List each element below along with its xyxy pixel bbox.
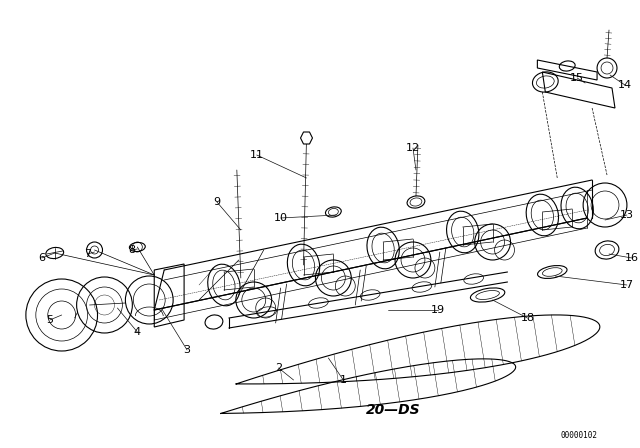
Text: 3: 3 xyxy=(184,345,191,355)
Text: 2: 2 xyxy=(275,363,282,373)
Polygon shape xyxy=(301,132,312,144)
Text: 10: 10 xyxy=(274,213,287,223)
Text: 15: 15 xyxy=(570,73,584,83)
Text: 6: 6 xyxy=(38,253,45,263)
Polygon shape xyxy=(542,72,615,108)
Text: 18: 18 xyxy=(520,313,534,323)
Text: 5: 5 xyxy=(46,315,53,325)
Text: 19: 19 xyxy=(431,305,445,315)
Text: 16: 16 xyxy=(625,253,639,263)
Text: 13: 13 xyxy=(620,210,634,220)
Text: 9: 9 xyxy=(213,197,221,207)
Text: 4: 4 xyxy=(134,327,141,337)
Text: 1: 1 xyxy=(340,375,347,385)
Text: 8: 8 xyxy=(128,245,135,255)
Text: 12: 12 xyxy=(406,143,420,153)
Text: 17: 17 xyxy=(620,280,634,290)
Text: 14: 14 xyxy=(618,80,632,90)
Text: 7: 7 xyxy=(84,249,91,259)
Text: 20—DS: 20—DS xyxy=(365,403,420,417)
Text: 11: 11 xyxy=(250,150,264,160)
Text: 00000102: 00000102 xyxy=(561,431,598,439)
